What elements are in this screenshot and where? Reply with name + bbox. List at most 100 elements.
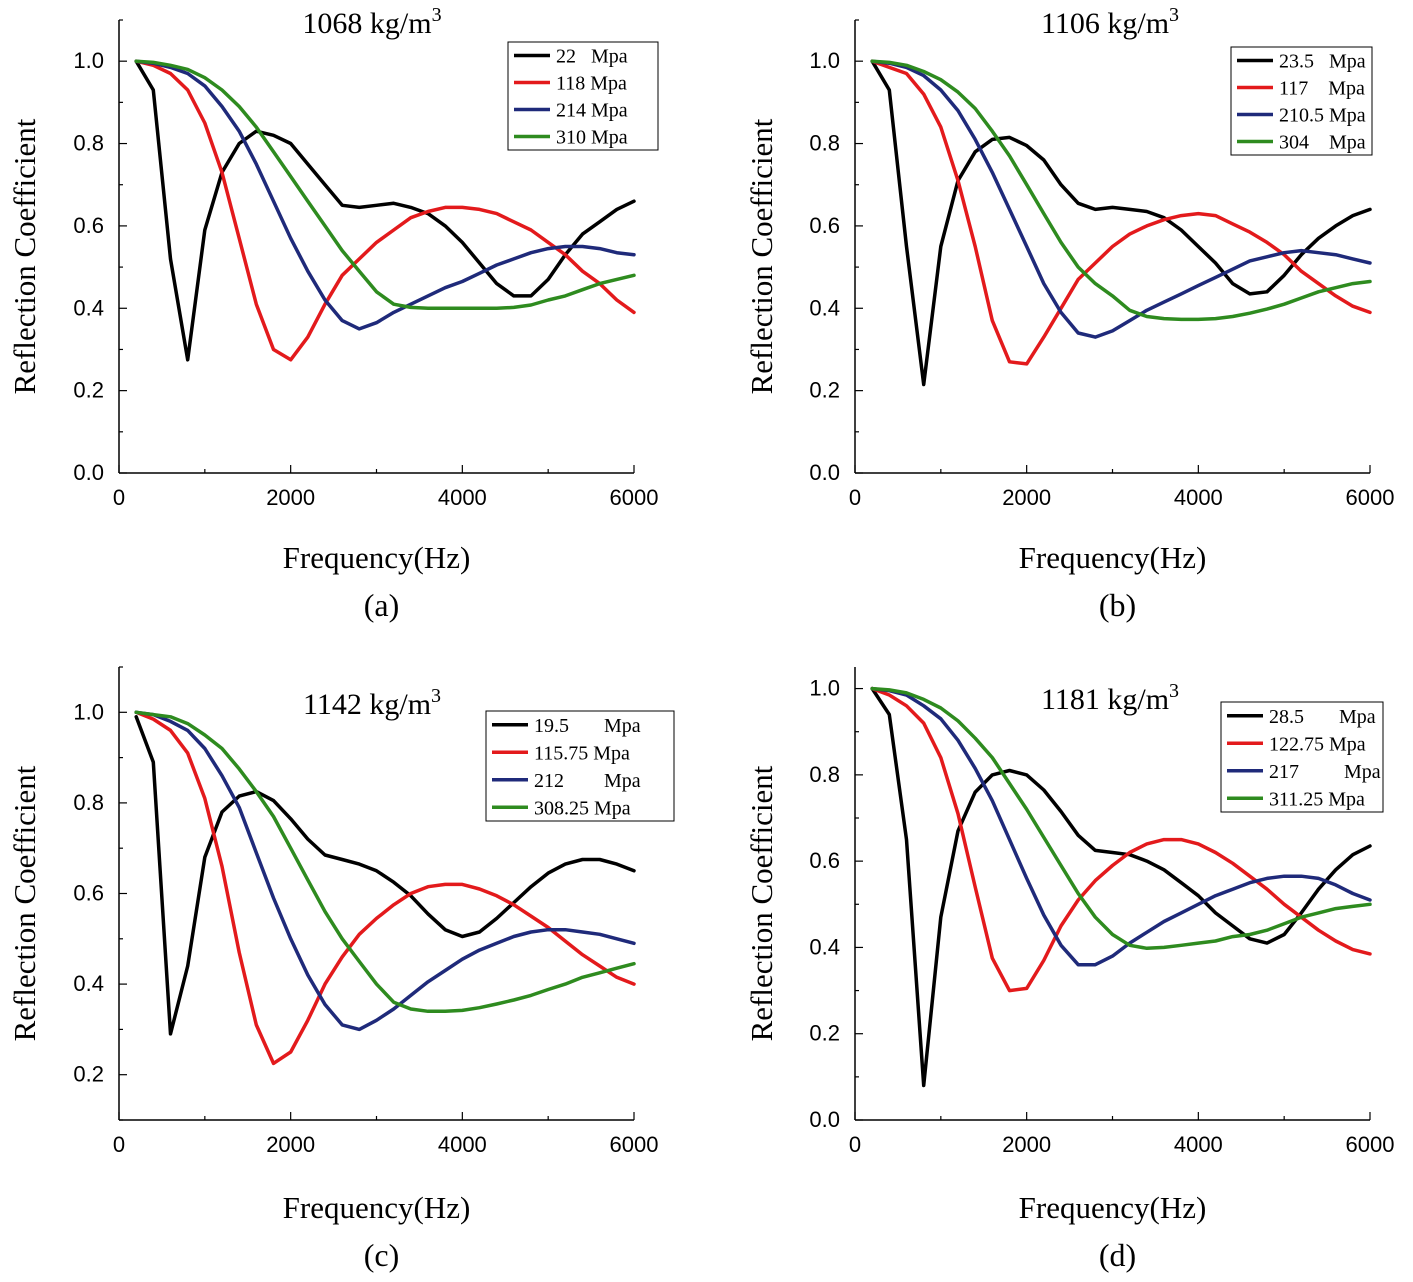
- y-tick-label: 0.4: [73, 295, 104, 320]
- y-tick-label: 1.0: [73, 699, 104, 724]
- x-tick-label: 4000: [438, 485, 487, 510]
- chart-title-text: 1106 kg/m: [1041, 7, 1169, 40]
- chart-title: 1106 kg/m3: [1041, 4, 1179, 40]
- chart-panel-1: 0 2000 4000 6000 0.0 0.2 0.4 0.6 0.8 1.0 Frequency…: [744, 4, 1394, 623]
- legend-label: 308.25 Mpa: [534, 797, 631, 819]
- x-tick-label: 4000: [438, 1132, 487, 1157]
- y-tick-label: 0.2: [73, 1062, 104, 1087]
- chart-title-text: 1142 kg/m: [303, 688, 431, 721]
- chart-panel-3: 0 2000 4000 6000 0.0 0.2 0.4 0.6 0.8 1.0 Frequency…: [744, 667, 1394, 1273]
- series-line-red: [870, 59, 1372, 366]
- x-tick-label: 2000: [1002, 1132, 1051, 1157]
- legend-box: [507, 41, 659, 151]
- x-tick-label: 2000: [266, 1132, 315, 1157]
- chart-title-superscript: 3: [432, 4, 442, 26]
- y-tick-label: 0.4: [809, 934, 840, 959]
- y-tick-label: 0.2: [809, 378, 840, 403]
- legend-box: [1220, 701, 1384, 813]
- panel-label: (b): [1099, 587, 1136, 623]
- legend-label: 217 Mpa: [1269, 761, 1381, 783]
- y-tick-label: 0.2: [73, 378, 104, 403]
- x-tick-label: 6000: [610, 485, 659, 510]
- y-tick-label: 0.4: [73, 971, 104, 996]
- x-tick-label: 6000: [610, 1132, 659, 1157]
- y-tick-label: 0.8: [809, 131, 840, 156]
- x-tick-label: 4000: [1174, 1132, 1223, 1157]
- x-tick-label: 2000: [1002, 485, 1051, 510]
- x-tick-label: 0: [113, 1132, 125, 1157]
- series-line-blue: [134, 59, 636, 331]
- panel-label: (d): [1099, 1237, 1136, 1273]
- series-line-red: [870, 686, 1372, 993]
- series-line-red: [134, 59, 636, 362]
- chart-title-superscript: 3: [1169, 4, 1179, 26]
- x-tick-label: 6000: [1346, 1132, 1395, 1157]
- y-axis-label: Reflection Coefficient: [7, 118, 42, 394]
- x-tick-label: 4000: [1174, 485, 1223, 510]
- legend-label: 22 Mpa: [556, 46, 628, 68]
- panel-label: (a): [364, 587, 400, 623]
- y-tick-label: 1.0: [809, 676, 840, 701]
- y-tick-label: 0.8: [73, 790, 104, 815]
- y-tick-label: 0.6: [809, 213, 840, 238]
- y-tick-label: 0.2: [809, 1021, 840, 1046]
- chart-title: 1142 kg/m3: [303, 685, 441, 721]
- chart-title-superscript: 3: [431, 685, 441, 707]
- y-axis-label: Reflection Coefficient: [744, 118, 779, 394]
- y-tick-label: 0.0: [809, 1107, 840, 1132]
- series-line-green: [134, 710, 636, 1014]
- chart-title: 1181 kg/m3: [1041, 680, 1179, 716]
- y-tick-label: 0.6: [73, 881, 104, 906]
- chart-panel-0: 0 2000 4000 6000 0.0 0.2 0.4 0.6 0.8 1.0 Frequency…: [7, 4, 659, 623]
- chart-title: 1068 kg/m3: [302, 4, 441, 40]
- legend: 23.5 Mpa 117 Mpa 210.5 Mpa 304 Mpa: [1230, 46, 1373, 156]
- legend-box: [485, 710, 675, 822]
- series-line-blue: [870, 59, 1372, 339]
- series-line-blue: [870, 686, 1372, 967]
- legend-label: 210.5 Mpa: [1279, 105, 1366, 127]
- x-tick-label: 6000: [1346, 485, 1395, 510]
- y-axis-label: Reflection Coefficient: [744, 765, 779, 1041]
- legend-label: 212 Mpa: [534, 770, 641, 792]
- legend-label: 115.75 Mpa: [534, 742, 630, 764]
- y-tick-label: 1.0: [809, 48, 840, 73]
- legend-label: 118 Mpa: [556, 73, 627, 95]
- series-line-green: [134, 59, 636, 311]
- x-axis-label: Frequency(Hz): [283, 1190, 471, 1225]
- x-tick-label: 0: [849, 485, 861, 510]
- y-tick-label: 0.0: [809, 460, 840, 485]
- y-tick-label: 0.6: [73, 213, 104, 238]
- chart-panel-2: 0 2000 4000 6000 0.2 0.4 0.6 0.8 1.0 Frequency(Hz…: [7, 666, 675, 1273]
- panel-label: (c): [364, 1237, 400, 1273]
- legend: 28.5 Mpa 122.75 Mpa 217 Mpa 311.25 Mpa: [1220, 701, 1384, 813]
- series-line-black: [870, 686, 1372, 1088]
- x-tick-label: 2000: [266, 485, 315, 510]
- legend-box: [1230, 46, 1373, 156]
- legend: 19.5 Mpa 115.75 Mpa 212 Mpa 308.25 Mpa: [485, 710, 675, 822]
- x-tick-label: 0: [849, 1132, 861, 1157]
- y-axis-label: Reflection Coefficient: [7, 765, 42, 1041]
- series-line-black: [870, 59, 1372, 387]
- legend: 22 Mpa 118 Mpa 214 Mpa 310 Mpa: [507, 41, 659, 151]
- series-line-blue: [134, 710, 636, 1032]
- series-line-green: [870, 59, 1372, 322]
- legend-label: 23.5 Mpa: [1279, 51, 1366, 73]
- chart-title-text: 1068 kg/m: [302, 7, 431, 40]
- x-axis-label: Frequency(Hz): [1019, 540, 1207, 575]
- y-tick-label: 0.8: [73, 131, 104, 156]
- chart-title-superscript: 3: [1169, 680, 1179, 702]
- legend-label: 310 Mpa: [556, 127, 628, 149]
- series-line-green: [870, 686, 1372, 951]
- y-tick-label: 0.6: [809, 848, 840, 873]
- legend-label: 28.5 Mpa: [1269, 706, 1376, 728]
- y-tick-label: 0.0: [73, 460, 104, 485]
- legend-label: 122.75 Mpa: [1269, 733, 1366, 755]
- x-axis-label: Frequency(Hz): [1019, 1190, 1207, 1225]
- series-line-black: [134, 715, 636, 1036]
- legend-label: 117 Mpa: [1279, 78, 1365, 100]
- legend-label: 19.5 Mpa: [534, 715, 641, 737]
- chart-title-text: 1181 kg/m: [1041, 683, 1169, 716]
- series-line-black: [134, 59, 636, 362]
- y-tick-label: 0.8: [809, 762, 840, 787]
